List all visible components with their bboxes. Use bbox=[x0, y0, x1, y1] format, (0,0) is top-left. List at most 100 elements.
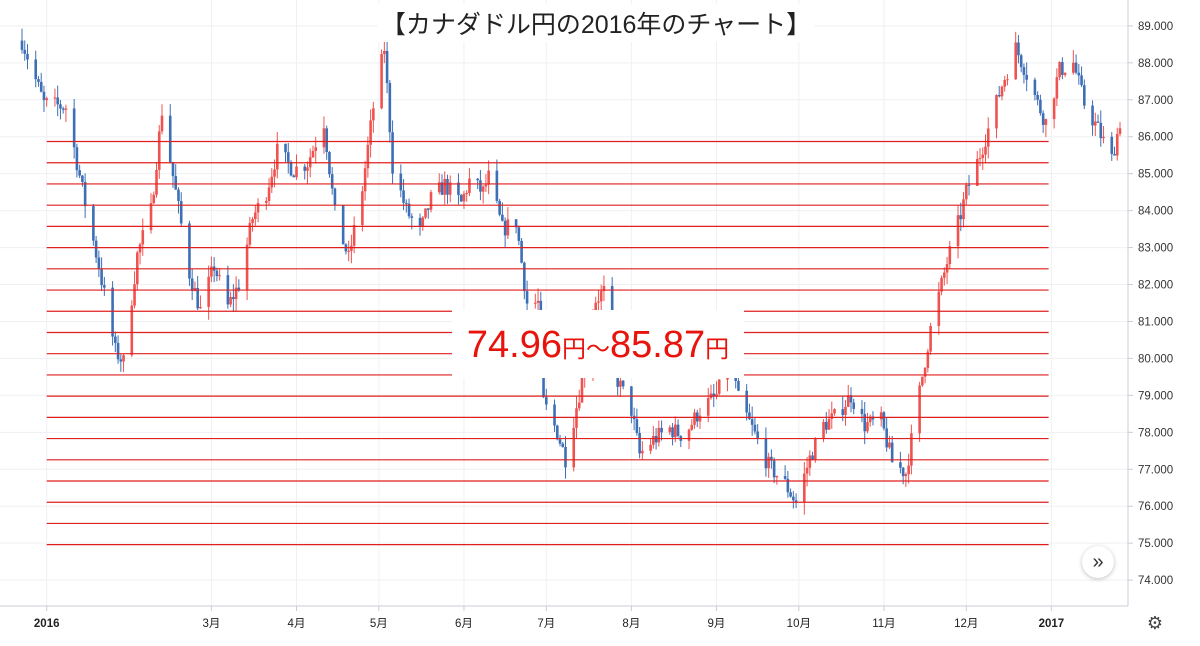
candle-body bbox=[517, 227, 521, 241]
candle-body bbox=[23, 49, 27, 54]
y-tick-label: 87.000 bbox=[1138, 95, 1173, 107]
candle-body bbox=[292, 175, 296, 178]
candle-body bbox=[333, 188, 337, 206]
candle-body bbox=[984, 146, 987, 155]
candle-body bbox=[1102, 136, 1105, 139]
candle-body bbox=[962, 199, 965, 220]
candle-body bbox=[577, 402, 581, 409]
candle-body bbox=[476, 178, 479, 181]
candle-body bbox=[122, 355, 125, 362]
scroll-to-realtime-button[interactable]: » bbox=[1082, 546, 1114, 578]
candle-body bbox=[523, 262, 526, 292]
candle-body bbox=[956, 215, 960, 247]
candle-body bbox=[468, 178, 471, 194]
candle-body bbox=[1096, 121, 1100, 123]
candle-body bbox=[1017, 42, 1020, 56]
candle-body bbox=[553, 404, 556, 426]
candle-body bbox=[380, 54, 383, 109]
candle-body bbox=[1077, 72, 1081, 76]
candle-body bbox=[347, 250, 350, 252]
range-low-unit: 円 bbox=[562, 336, 586, 363]
y-tick-label: 83.000 bbox=[1138, 243, 1173, 255]
candle-body bbox=[388, 83, 392, 133]
gear-icon[interactable]: ⚙ bbox=[1146, 612, 1164, 633]
range-annotation: 74.96 円 ～ 85.87 円 bbox=[452, 310, 744, 378]
x-tick-label: 12月 bbox=[954, 618, 978, 630]
candle-body bbox=[879, 412, 883, 420]
candle-body bbox=[1115, 133, 1119, 156]
candle-body bbox=[929, 326, 932, 352]
candle-body bbox=[383, 50, 386, 55]
candle-body bbox=[1113, 153, 1116, 156]
candle-body bbox=[45, 98, 49, 101]
candle-body bbox=[789, 492, 792, 497]
candle-body bbox=[534, 302, 537, 304]
candle-body bbox=[822, 421, 825, 439]
candle-body bbox=[753, 424, 757, 432]
candle-body bbox=[179, 201, 183, 224]
x-tick-label: 6月 bbox=[455, 618, 473, 630]
candle-body bbox=[97, 257, 101, 270]
candle-body bbox=[910, 433, 913, 466]
x-tick-label: 9月 bbox=[708, 618, 726, 630]
candle-body bbox=[325, 128, 328, 153]
price-axis: 89.000 88.000 87.000 86.000 85.000 84.000 83.0… bbox=[1128, 21, 1173, 587]
candle-body bbox=[284, 143, 287, 153]
candle-body bbox=[254, 212, 257, 219]
candle-body bbox=[525, 291, 529, 304]
candle-body bbox=[635, 419, 639, 433]
candle-body bbox=[764, 438, 768, 469]
candle-body bbox=[1055, 77, 1059, 99]
candle-body bbox=[314, 147, 318, 151]
candle-body bbox=[61, 108, 65, 110]
candle-body bbox=[234, 287, 238, 300]
candle-body bbox=[218, 275, 221, 277]
candle-body bbox=[967, 184, 971, 186]
candle-body bbox=[775, 476, 779, 478]
candle-body bbox=[860, 408, 864, 415]
candle-body bbox=[171, 161, 175, 177]
candle-body bbox=[1014, 42, 1017, 80]
candle-body bbox=[391, 132, 394, 174]
candle-body bbox=[964, 184, 968, 200]
candle-body bbox=[833, 409, 836, 414]
candle-body bbox=[630, 386, 633, 416]
candle-body bbox=[948, 246, 952, 265]
candle-body bbox=[750, 419, 754, 425]
candle-body bbox=[561, 443, 565, 447]
candle-body bbox=[138, 244, 142, 253]
y-tick-label: 81.000 bbox=[1138, 316, 1173, 328]
y-tick-label: 75.000 bbox=[1138, 538, 1173, 550]
candle-body bbox=[1110, 136, 1114, 154]
candle-body bbox=[717, 379, 721, 394]
candle-body bbox=[160, 115, 164, 132]
candle-body bbox=[794, 500, 798, 503]
candle-body bbox=[846, 395, 850, 407]
candle-body bbox=[361, 191, 364, 226]
candle-body bbox=[544, 397, 548, 405]
candle-body bbox=[1003, 80, 1007, 87]
candle-body bbox=[256, 202, 260, 213]
candle-body bbox=[59, 104, 62, 109]
candle-body bbox=[792, 496, 795, 501]
candle-body bbox=[619, 380, 622, 387]
candle-body bbox=[437, 182, 441, 193]
candle-body bbox=[215, 270, 219, 277]
candle-body bbox=[558, 439, 562, 444]
candle-body bbox=[803, 473, 806, 503]
candle-body bbox=[668, 427, 672, 433]
candle-body bbox=[1044, 119, 1048, 125]
candle-body bbox=[520, 240, 523, 263]
candle-body bbox=[1033, 79, 1037, 95]
candle-body bbox=[737, 380, 740, 391]
candle-body bbox=[81, 175, 84, 182]
double-chevron-right-icon: » bbox=[1092, 550, 1104, 573]
candle-body bbox=[130, 305, 134, 356]
candle-body bbox=[868, 416, 872, 423]
horizontal-gridlines bbox=[0, 25, 1128, 581]
candle-body bbox=[405, 202, 408, 204]
candle-body bbox=[495, 170, 499, 201]
candle-body bbox=[715, 393, 718, 396]
candle-body bbox=[196, 287, 199, 309]
candle-body bbox=[926, 351, 930, 368]
